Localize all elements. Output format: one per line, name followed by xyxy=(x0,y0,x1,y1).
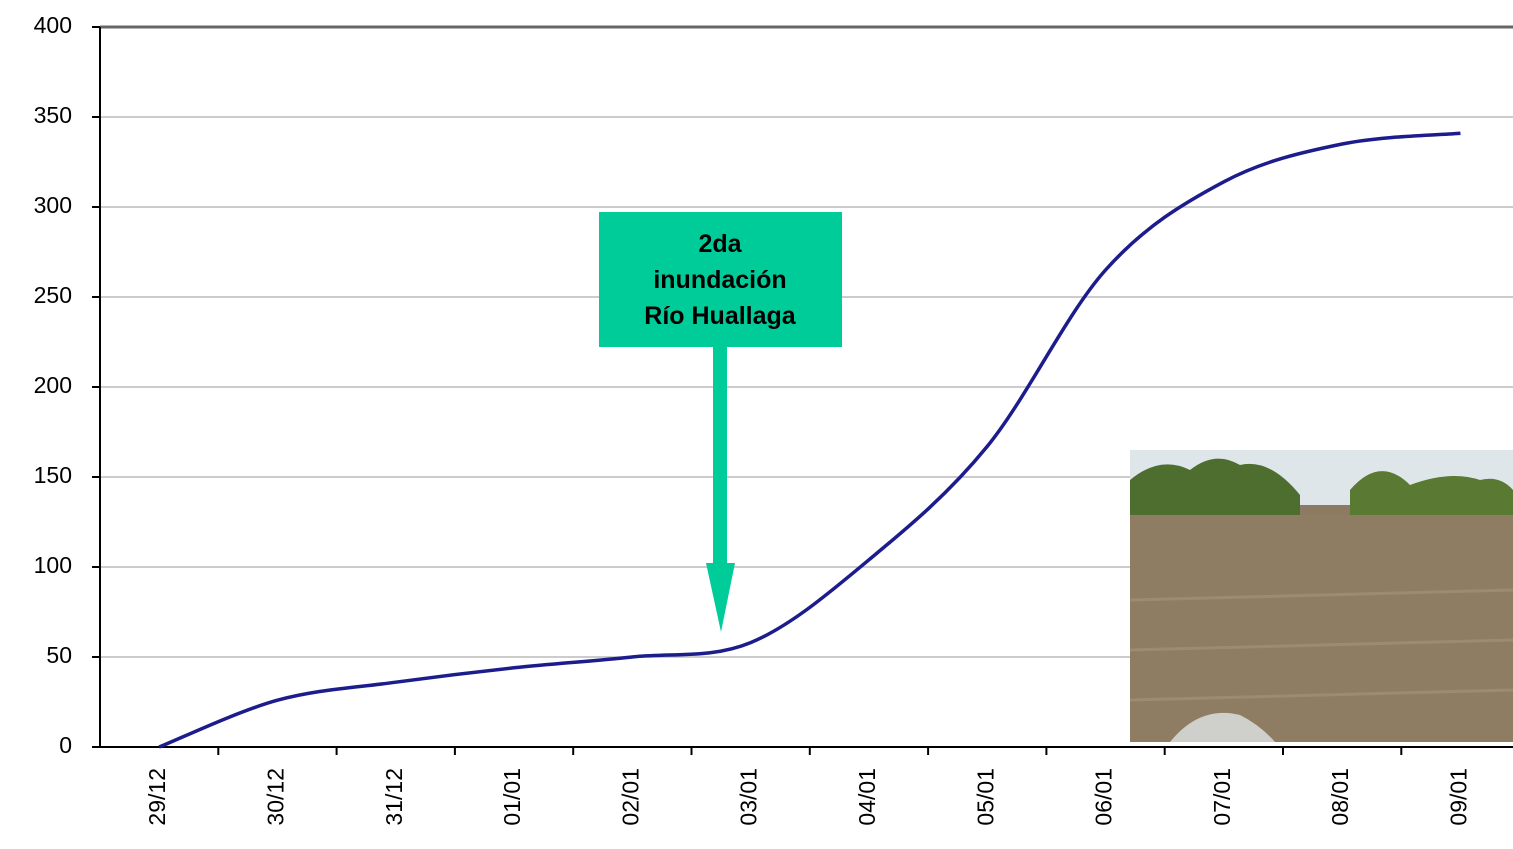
y-tick-label: 100 xyxy=(34,552,72,578)
y-tick-label: 200 xyxy=(34,372,72,398)
x-tick-label: 04/01 xyxy=(854,768,880,826)
x-tick-label: 06/01 xyxy=(1091,768,1117,826)
x-tick-label: 30/12 xyxy=(263,768,289,826)
x-tick-label: 31/12 xyxy=(381,768,407,826)
x-tick-label: 02/01 xyxy=(617,768,643,826)
y-tick-label: 350 xyxy=(34,102,72,128)
y-tick-label: 400 xyxy=(34,12,72,38)
photo-inset xyxy=(1129,450,1513,742)
arrow-head xyxy=(706,563,735,632)
arrow-shaft xyxy=(713,347,727,565)
x-tick-label: 01/01 xyxy=(499,768,525,826)
annotation-box xyxy=(599,212,842,347)
y-tick-label: 0 xyxy=(59,732,72,758)
x-tick-label: 08/01 xyxy=(1327,768,1353,826)
x-tick-label: 07/01 xyxy=(1209,768,1235,826)
x-tick-label: 03/01 xyxy=(736,768,762,826)
y-tick-label: 300 xyxy=(34,192,72,218)
annotation-text: 2da xyxy=(698,230,742,258)
annotation-text: Río Huallaga xyxy=(644,302,797,330)
data-line xyxy=(158,131,1461,749)
annotation: 2da inundación Río Huallaga xyxy=(599,212,842,632)
annotation-text: inundación xyxy=(653,266,786,294)
x-tick-label: 05/01 xyxy=(972,768,998,826)
y-tick-label: 250 xyxy=(34,282,72,308)
x-tick-label: 09/01 xyxy=(1446,768,1472,826)
y-tick-label: 150 xyxy=(34,462,72,488)
x-tick-label: 29/12 xyxy=(144,768,170,826)
y-tick-label: 50 xyxy=(46,642,72,668)
